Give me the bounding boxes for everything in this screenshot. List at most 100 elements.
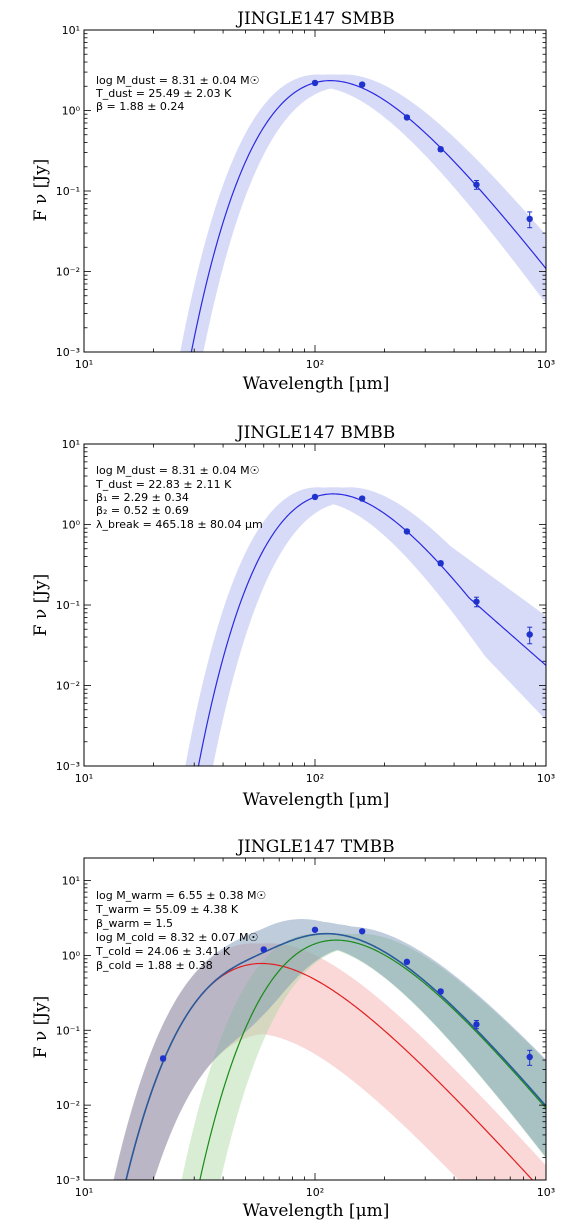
point-marker [473,181,480,188]
chart-title: JINGLE147 SMBB [235,9,395,29]
point-marker [473,598,480,605]
y-tick-label: 10⁻² [56,680,80,693]
y-tick-label: 10⁻³ [56,1174,80,1187]
point-marker [260,946,267,953]
y-tick-label: 10¹ [62,875,80,888]
annotation-line: β₂ = 0.52 ± 0.69 [96,504,189,517]
y-axis-label: F ν [Jy] [31,574,51,637]
point-marker [403,528,411,535]
tick-marks [83,443,547,767]
data-point [358,495,366,502]
x-axis-label: Wavelength [μm] [243,374,390,394]
uncertainty-band [113,943,546,1180]
x-axis-label: Wavelength [μm] [243,1201,390,1221]
data-point [260,946,267,953]
data-point [403,958,411,966]
data-point [437,988,444,995]
fit-annotations: log M_warm = 6.55 ± 0.38 M☉ T_warm = 55.… [95,889,266,972]
chart-title: JINGLE147 TMBB [235,837,394,857]
point-marker [311,926,319,933]
smbb-panel: JINGLE147 SMBB Wavelength [μm] F ν [Jy] … [31,9,555,394]
point-marker [437,146,444,153]
tmbb-panel: JINGLE147 TMBB Wavelength [μm] F ν [Jy] … [31,837,555,1221]
point-marker [159,1055,167,1062]
point-marker [437,988,444,995]
point-marker [403,114,411,121]
y-tick-label: 10⁻² [56,266,80,279]
y-tick-label: 10⁻³ [56,760,80,773]
data-point [473,180,480,190]
y-tick-label: 10⁻¹ [56,185,80,198]
y-tick-label: 10⁰ [62,519,81,532]
data-point [358,81,366,88]
model-curve [199,939,546,1180]
fit-annotations: log M_dust = 8.31 ± 0.04 M☉ T_dust = 22.… [95,464,263,531]
uncertainty-band [180,74,546,352]
plot-content [113,919,546,1180]
y-axis-label: F ν [Jy] [31,996,51,1059]
y-tick-label: 10⁻³ [56,346,80,359]
annotation-line: T_dust = 25.49 ± 2.03 K [95,87,232,100]
x-axis-label: Wavelength [μm] [243,790,390,810]
x-tick-label: 10¹ [75,1186,93,1199]
point-marker [358,81,366,88]
data-point [526,211,533,229]
tick-labels: 10¹ 10² 10³ 10⁻³ 10⁻² 10⁻¹ 10⁰ 10¹ [56,24,555,371]
model-curve [125,932,546,1180]
annotation-line: β_cold = 1.88 ± 0.38 [96,959,213,972]
x-tick-label: 10³ [537,358,555,371]
plot-area [83,857,547,1181]
annotation-line: log M_cold = 8.32 ± 0.07 M☉ [96,931,258,944]
data-point [473,1020,480,1030]
point-marker [358,928,366,935]
y-axis-label: F ν [Jy] [31,159,51,222]
annotation-line: T_warm = 55.09 ± 4.38 K [95,903,239,916]
point-marker [311,493,319,501]
data-point [437,146,444,153]
y-tick-label: 10⁻¹ [56,599,80,612]
tick-marks [83,857,547,1181]
point-marker [358,495,366,502]
uncertainty-band [181,933,546,1180]
point-marker [526,631,533,638]
point-marker [437,560,444,567]
annotation-line: log M_dust = 8.31 ± 0.04 M☉ [96,74,260,87]
x-tick-label: 10² [306,772,324,785]
data-point [473,596,480,608]
y-tick-label: 10⁻¹ [56,1024,80,1037]
annotation-line: β = 1.88 ± 0.24 [96,100,184,113]
data-point [159,1055,167,1062]
point-marker [473,1021,480,1028]
annotation-line: β₁ = 2.29 ± 0.34 [96,491,189,504]
y-tick-label: 10¹ [62,438,80,451]
x-tick-label: 10¹ [75,772,93,785]
x-tick-label: 10¹ [75,358,93,371]
plot-area [83,443,547,767]
bmbb-panel: JINGLE147 BMBB Wavelength [μm] F ν [Jy] … [31,423,555,810]
point-marker [311,79,319,87]
x-tick-label: 10³ [537,1186,555,1199]
annotation-line: λ_break = 465.18 ± 80.04 μm [96,518,263,531]
tick-labels: 10¹ 10² 10³ 10⁻³ 10⁻² 10⁻¹ 10⁰ 10¹ [56,875,555,1199]
data-point [311,79,319,87]
data-point [526,626,533,645]
plot-area [83,29,547,353]
data-point [526,1049,533,1066]
point-marker [403,958,411,966]
data-point [403,528,411,535]
annotation-line: log M_warm = 6.55 ± 0.38 M☉ [96,889,266,902]
annotation-line: log M_dust = 8.31 ± 0.04 M☉ [96,464,260,477]
y-tick-label: 10¹ [62,24,80,37]
data-point [311,493,319,501]
x-tick-label: 10² [306,358,324,371]
y-tick-label: 10⁻² [56,1099,80,1112]
tick-labels: 10¹ 10² 10³ 10⁻³ 10⁻² 10⁻¹ 10⁰ 10¹ [56,438,555,785]
y-tick-label: 10⁰ [62,949,81,962]
data-point [311,926,319,933]
data-point [358,928,366,935]
annotation-line: T_cold = 24.06 ± 3.41 K [95,945,231,958]
annotation-line: β_warm = 1.5 [96,917,173,930]
uncertainty-band [185,487,546,766]
fit-annotations: log M_dust = 8.31 ± 0.04 M☉ T_dust = 25.… [95,74,260,113]
point-marker [526,215,533,223]
